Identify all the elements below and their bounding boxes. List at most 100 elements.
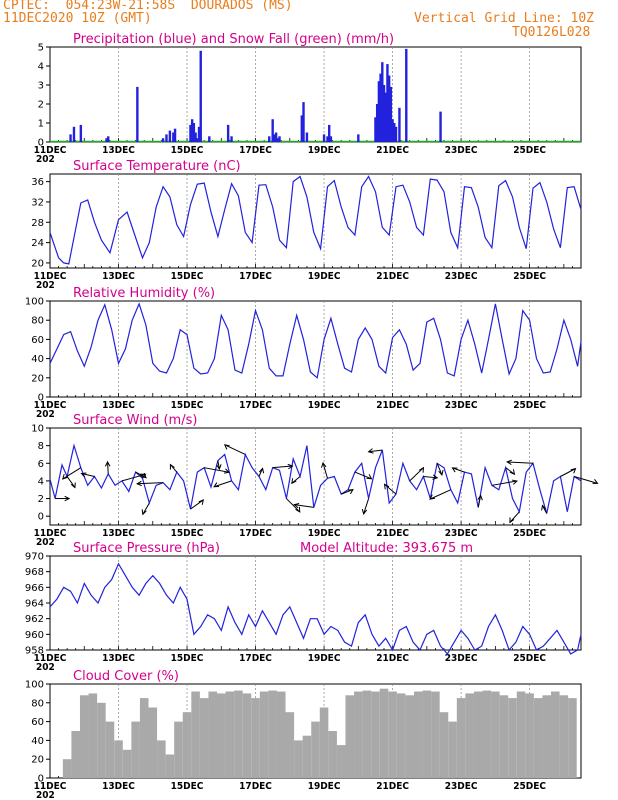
cloud-bar — [456, 698, 466, 778]
precip-xtick-label: 23DEC — [445, 145, 478, 156]
cloud-bar — [439, 712, 449, 778]
grid-note: Vertical Grid Line: 10Z — [414, 11, 595, 26]
precip-xtick-label: 21DEC — [376, 145, 409, 156]
wind-arrow — [477, 495, 482, 508]
wind-arrow-head — [141, 472, 147, 479]
pres-title: Surface Pressure (hPa) — [73, 541, 220, 556]
cloud-bar — [131, 721, 140, 778]
pres-xtick-label: 15DEC — [171, 653, 204, 664]
wind-arrow-head — [293, 502, 300, 509]
wind-arrow-head — [451, 467, 458, 473]
precip-bar — [386, 64, 389, 142]
rh-ytick-label: 40 — [31, 354, 44, 365]
wind-arrow-head — [347, 488, 354, 495]
precip-ytick-label: 5 — [38, 43, 44, 54]
temp-xtick-label: 19DEC — [308, 271, 341, 282]
wind-arrow-head — [223, 444, 230, 450]
cloud-bar — [542, 695, 552, 778]
precip-bar — [69, 134, 72, 142]
cloud-xtick-label: 25DEC — [513, 781, 546, 792]
rh-frame — [49, 300, 582, 398]
pres-ytick-label: 964 — [25, 599, 44, 610]
pres-annotation: Model Altitude: 393.675 m — [300, 541, 473, 556]
cloud-bar — [276, 691, 286, 778]
cloud-bar — [71, 731, 80, 778]
wind-arrow — [294, 504, 314, 508]
precip-bar — [199, 50, 202, 142]
temp-year-stub: 202 — [36, 280, 55, 291]
cloud-bar — [182, 712, 192, 778]
rh-year-stub: 202 — [36, 409, 55, 420]
wind-xtick-label: 25DEC — [513, 528, 546, 539]
precip-bar — [274, 132, 278, 142]
cloud-bar — [473, 691, 483, 778]
wind-arrow — [363, 498, 370, 515]
wind-arrow-head — [383, 483, 390, 490]
cloud-bar — [174, 721, 183, 778]
pres-xtick-label: 21DEC — [376, 653, 409, 664]
wind-arrow-head — [213, 482, 220, 488]
wind-ytick-label: 8 — [38, 441, 44, 452]
precip-bar — [72, 126, 76, 142]
precip-bar — [197, 126, 201, 142]
temp-ytick-label: 32 — [31, 197, 44, 208]
precip-bar — [322, 134, 326, 142]
precip-bar — [374, 117, 377, 142]
precip-xtick-label: 25DEC — [513, 145, 546, 156]
cloud-bar — [62, 759, 72, 778]
wind-xtick-label: 19DEC — [308, 528, 341, 539]
pres-xtick-label: 23DEC — [445, 653, 478, 664]
precip-bar — [192, 123, 196, 142]
rh-series-line — [49, 302, 582, 379]
rh-xtick-label: 21DEC — [376, 400, 409, 411]
precip-bar — [161, 138, 165, 142]
cloud-bar — [251, 698, 260, 778]
wind-arrow — [142, 502, 150, 515]
precip-bar — [165, 134, 168, 142]
precip-bar — [190, 119, 194, 142]
cloud-bar — [388, 691, 397, 778]
cloud-ytick-label: 0 — [38, 774, 44, 785]
cloud-bar — [413, 691, 423, 778]
wind-arrow — [224, 444, 246, 455]
pres-ytick-label: 966 — [25, 583, 44, 594]
wind-arrow — [322, 462, 328, 479]
cloud-bar — [516, 691, 526, 778]
temp-xtick-label: 15DEC — [171, 271, 204, 282]
cloud-bar — [431, 691, 440, 778]
wind-arrow-head — [366, 474, 373, 480]
cloud-bar — [97, 702, 106, 778]
temp-xtick-label: 17DEC — [239, 271, 272, 282]
rh-xtick-label: 13DEC — [102, 400, 135, 411]
wind-arrow — [384, 483, 397, 495]
wind-arrow-head — [198, 499, 205, 505]
wind-arrow-head — [70, 482, 76, 489]
precip-bar — [302, 102, 305, 142]
rh-ytick-label: 20 — [31, 373, 44, 384]
pres-xtick-label: 17DEC — [239, 653, 272, 664]
precip-bar — [381, 62, 384, 143]
precip-bar — [326, 136, 329, 142]
wind-arrow — [190, 499, 204, 510]
cloud-xtick-label: 19DEC — [308, 781, 341, 792]
precip-bar — [393, 123, 396, 142]
precip-xtick-label: 15DEC — [171, 145, 204, 156]
wind-arrow — [507, 461, 534, 464]
cloud-bar — [165, 754, 175, 778]
wind-arrow — [560, 468, 576, 477]
temp-xtick-label: 21DEC — [376, 271, 409, 282]
wind-arrow-head — [141, 509, 147, 516]
rh-ytick-label: 0 — [38, 393, 44, 404]
wind-arrow-head — [438, 469, 444, 476]
cloud-bar — [217, 693, 226, 778]
wind-arrow-head — [258, 467, 265, 474]
cloud-bar — [122, 749, 132, 778]
precip-bar — [328, 124, 331, 142]
wind-arrow — [204, 467, 230, 473]
rh-xtick-label: 15DEC — [171, 400, 204, 411]
wind-arrow — [509, 511, 520, 523]
cloud-bar — [362, 690, 372, 778]
precip-bar — [196, 138, 199, 142]
rh-xtick-label: 23DEC — [445, 400, 478, 411]
cloud-ytick-label: 60 — [31, 717, 44, 728]
